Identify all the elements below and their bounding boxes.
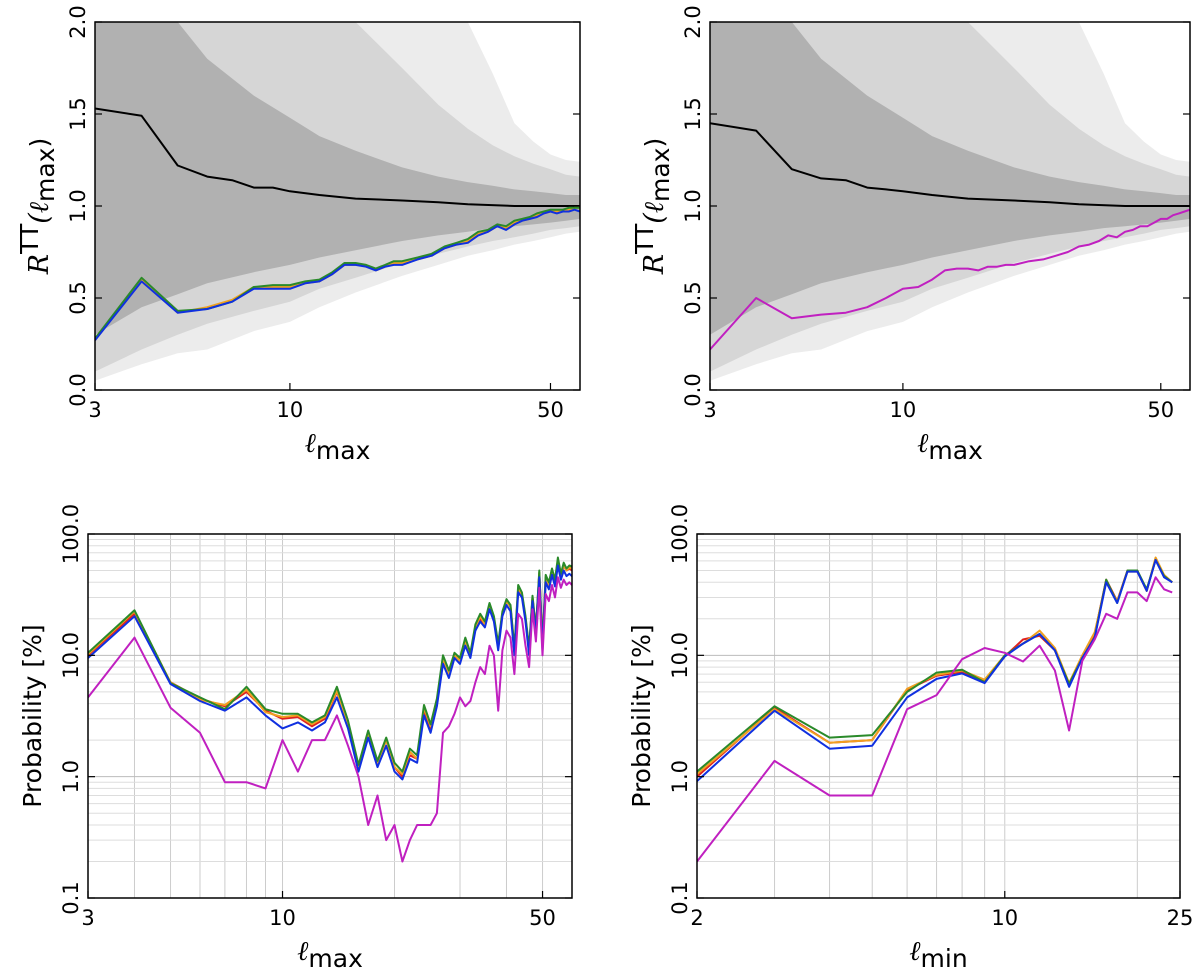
y-axis-label: Probability [%] xyxy=(18,624,47,807)
plot-area xyxy=(88,534,572,898)
series-blue xyxy=(697,559,1173,782)
series-red xyxy=(88,559,572,778)
y-tick-label: 1.0 xyxy=(668,760,692,793)
y-tick-label: 0.1 xyxy=(668,881,692,914)
y-tick-label: 0.0 xyxy=(681,373,705,406)
y-axis-label-sup: TT xyxy=(630,223,659,255)
x-tick-label: 50 xyxy=(1147,398,1174,422)
x-axis-label-main: ℓ xyxy=(917,428,929,459)
x-tick-label: 2 xyxy=(690,906,703,930)
plot-area xyxy=(697,534,1180,898)
y-axis-label-close: ) xyxy=(640,138,669,148)
y-tick-label: 1.5 xyxy=(66,97,90,130)
y-axis-label-arg: (ℓ xyxy=(24,201,55,224)
y-axis-label: RTT(ℓmax) xyxy=(630,138,675,275)
y-tick-label: 1.0 xyxy=(681,189,705,222)
x-tick-label: 10 xyxy=(890,398,917,422)
band-1-sigma xyxy=(95,22,580,335)
series-magenta xyxy=(697,576,1173,863)
x-tick-label: 10 xyxy=(269,906,296,930)
x-axis-label: ℓmin xyxy=(909,936,967,973)
y-tick-label: 100.0 xyxy=(668,504,692,564)
y-tick-label: 2.0 xyxy=(66,5,90,38)
series-magenta xyxy=(710,208,1190,351)
y-axis-label-arg: (ℓ xyxy=(639,201,670,224)
y-tick-label: 1.0 xyxy=(59,760,83,793)
y-axis-label-main: R xyxy=(639,254,670,275)
x-tick-label: 10 xyxy=(991,906,1018,930)
y-axis-label-text: Probability [%] xyxy=(627,624,656,807)
y-tick-label: 10.0 xyxy=(668,632,692,679)
chart-bottom-right: 0.1 1.0 10.0 100.0 2 10 25 ℓmin Probability [%] xyxy=(627,504,1193,973)
x-axis-label-sub: min xyxy=(921,944,968,973)
x-tick-label: 10 xyxy=(277,398,304,422)
y-axis-label: Probability [%] xyxy=(627,624,656,807)
series-mean xyxy=(95,107,580,207)
y-axis-label-argsub: max xyxy=(31,148,60,202)
x-axis-label-sub: max xyxy=(316,436,370,465)
x-axis-label-main: ℓ xyxy=(305,428,317,459)
y-tick-label: 0.0 xyxy=(66,373,90,406)
y-tick-label: 2.0 xyxy=(681,5,705,38)
x-tick-label: 3 xyxy=(81,906,94,930)
y-tick-label: 100.0 xyxy=(59,504,83,564)
x-tick-label: 3 xyxy=(88,398,101,422)
y-tick-label: 1.0 xyxy=(66,189,90,222)
y-tick-label: 0.1 xyxy=(59,881,83,914)
x-tick-label: 25 xyxy=(1167,906,1194,930)
y-axis-label-main: R xyxy=(24,254,55,275)
plot-area xyxy=(710,22,1190,381)
series-red xyxy=(697,558,1173,778)
x-axis-label: ℓmax xyxy=(917,428,983,465)
series-magenta xyxy=(88,576,572,863)
plot-area xyxy=(95,22,580,381)
chart-bottom-left: 0.1 1.0 10.0 100.0 3 10 50 ℓmax Probability [%] xyxy=(18,504,573,973)
y-axis-label-close: ) xyxy=(25,138,54,148)
x-axis-label-sub: max xyxy=(308,944,362,973)
y-tick-label: 0.5 xyxy=(66,281,90,314)
y-axis-label-argsub: max xyxy=(646,148,675,202)
axes-frame xyxy=(87,533,573,899)
x-tick-label: 50 xyxy=(537,398,564,422)
x-axis-label: ℓmax xyxy=(297,936,363,973)
x-axis-label-main: ℓ xyxy=(909,936,921,967)
y-tick-label: 0.5 xyxy=(681,281,705,314)
series-green xyxy=(95,206,580,340)
y-axis-label-text: Probability [%] xyxy=(18,624,47,807)
y-axis-label-sup: TT xyxy=(15,223,44,255)
x-tick-label: 50 xyxy=(529,906,556,930)
y-tick-label: 1.5 xyxy=(681,97,705,130)
x-axis-label-main: ℓ xyxy=(297,936,309,967)
series-orange xyxy=(697,556,1173,775)
band-1-sigma xyxy=(710,22,1190,335)
x-axis-label-sub: max xyxy=(928,436,982,465)
x-axis-label: ℓmax xyxy=(305,428,371,465)
y-axis-label: RTT(ℓmax) xyxy=(15,138,60,275)
series-blue xyxy=(95,208,580,341)
series-mean xyxy=(710,122,1190,207)
axes-frame xyxy=(696,533,1181,899)
y-tick-label: 10.0 xyxy=(59,632,83,679)
x-tick-label: 3 xyxy=(703,398,716,422)
